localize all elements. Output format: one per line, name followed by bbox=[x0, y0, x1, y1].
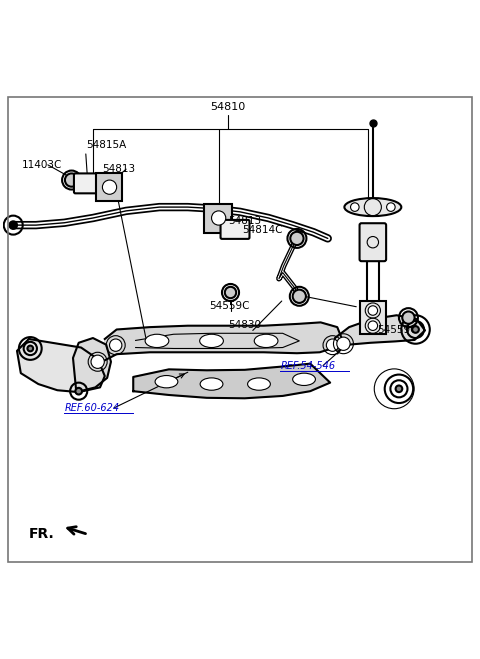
Ellipse shape bbox=[145, 334, 169, 347]
FancyBboxPatch shape bbox=[74, 173, 98, 193]
Circle shape bbox=[412, 326, 419, 333]
Circle shape bbox=[109, 339, 122, 351]
Circle shape bbox=[368, 321, 378, 330]
Circle shape bbox=[27, 345, 33, 351]
Circle shape bbox=[386, 203, 395, 212]
Ellipse shape bbox=[248, 378, 270, 390]
Circle shape bbox=[91, 355, 104, 368]
Circle shape bbox=[290, 232, 303, 245]
Ellipse shape bbox=[102, 180, 117, 194]
Circle shape bbox=[402, 312, 415, 324]
Ellipse shape bbox=[155, 376, 178, 388]
Bar bbox=[360, 301, 386, 334]
Ellipse shape bbox=[254, 334, 278, 347]
Circle shape bbox=[337, 337, 350, 351]
Polygon shape bbox=[133, 364, 330, 398]
Circle shape bbox=[293, 290, 306, 303]
Text: 54813: 54813 bbox=[102, 164, 135, 174]
FancyBboxPatch shape bbox=[220, 220, 250, 239]
Circle shape bbox=[396, 386, 402, 392]
Ellipse shape bbox=[344, 198, 401, 216]
Text: 54559C: 54559C bbox=[378, 326, 418, 335]
Polygon shape bbox=[335, 315, 425, 349]
Circle shape bbox=[75, 388, 82, 395]
Bar bbox=[204, 204, 232, 233]
Text: 54815A: 54815A bbox=[86, 140, 126, 150]
Text: 11403C: 11403C bbox=[22, 160, 62, 170]
Circle shape bbox=[225, 287, 236, 298]
Text: 54810: 54810 bbox=[211, 102, 246, 112]
Circle shape bbox=[65, 173, 78, 186]
Text: REF.60-624: REF.60-624 bbox=[64, 403, 120, 413]
Circle shape bbox=[350, 203, 359, 212]
Text: FR.: FR. bbox=[29, 527, 55, 542]
Circle shape bbox=[10, 221, 17, 229]
Circle shape bbox=[368, 306, 378, 315]
Bar bbox=[96, 173, 122, 202]
Ellipse shape bbox=[200, 334, 223, 347]
Text: 54830: 54830 bbox=[228, 320, 261, 330]
Ellipse shape bbox=[200, 378, 223, 390]
Ellipse shape bbox=[293, 373, 315, 386]
Polygon shape bbox=[73, 338, 111, 392]
Polygon shape bbox=[105, 322, 342, 360]
Text: 54559C: 54559C bbox=[209, 301, 250, 312]
Text: 54814C: 54814C bbox=[242, 225, 283, 235]
Circle shape bbox=[326, 339, 339, 351]
Ellipse shape bbox=[212, 211, 226, 225]
Polygon shape bbox=[17, 339, 105, 392]
Text: 54813: 54813 bbox=[228, 216, 261, 226]
FancyBboxPatch shape bbox=[360, 223, 386, 261]
Text: REF.54-546: REF.54-546 bbox=[280, 360, 336, 370]
